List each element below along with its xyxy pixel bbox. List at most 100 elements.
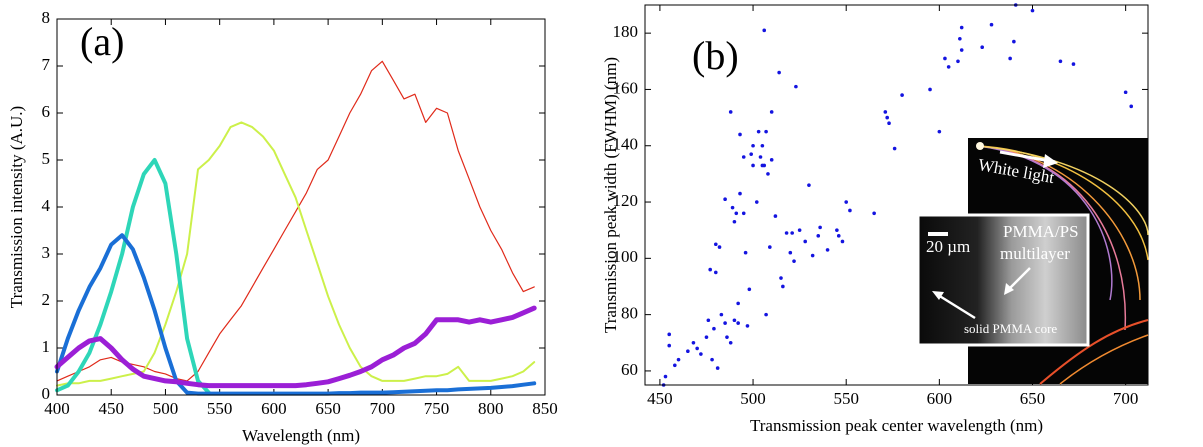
point — [872, 211, 876, 216]
x-tick-label: 600 — [261, 399, 287, 418]
x-tick-label: 700 — [1113, 389, 1139, 408]
point — [1008, 56, 1012, 61]
point — [736, 301, 740, 306]
point — [756, 129, 761, 134]
y-tick-label: 2 — [42, 290, 51, 309]
point — [885, 115, 889, 120]
y-axis-label: Transmission peak width (FWHM) (nm) — [601, 57, 620, 333]
point — [713, 270, 718, 275]
point — [779, 276, 783, 280]
x-tick-label: 700 — [370, 399, 396, 418]
x-tick-label: 800 — [478, 399, 504, 418]
plot-frame — [56, 18, 546, 396]
point — [710, 357, 714, 362]
point — [751, 163, 755, 168]
plots: 400 450 500 550 600 650 700 750 800 850 0 1 2 3 4 5 6 7 8 W… — [7, 3, 1149, 445]
y-tick-label: 180 — [613, 22, 639, 41]
point — [667, 343, 672, 348]
point — [751, 143, 755, 148]
point — [713, 242, 718, 247]
point — [1071, 62, 1076, 66]
point — [848, 208, 852, 213]
point — [723, 197, 727, 202]
point — [764, 312, 768, 317]
point — [989, 22, 994, 27]
point — [738, 132, 742, 137]
point — [1012, 39, 1016, 44]
point — [784, 231, 789, 235]
inset-label: multilayer — [1000, 244, 1070, 263]
point — [803, 239, 808, 244]
point — [768, 245, 772, 249]
inset-photo — [916, 138, 1149, 385]
x-tick-label: 450 — [98, 399, 124, 418]
y-tick-label: 80 — [621, 304, 638, 323]
x-tick-label: 500 — [153, 399, 179, 418]
y-tick-label: 100 — [613, 247, 639, 266]
line-series — [56, 60, 535, 382]
x-tick-label: 400 — [44, 399, 70, 418]
point — [719, 312, 724, 317]
point — [946, 65, 951, 69]
point — [980, 45, 984, 50]
point — [695, 346, 699, 351]
point — [816, 234, 821, 238]
point — [734, 211, 739, 216]
point — [745, 324, 750, 328]
point — [732, 219, 737, 224]
point — [754, 200, 759, 204]
point — [712, 326, 716, 331]
x-tick-label: 500 — [740, 389, 766, 408]
x-tick-label: 450 — [647, 389, 673, 408]
point — [937, 129, 942, 134]
point — [676, 357, 681, 362]
point — [807, 183, 811, 187]
point — [781, 284, 785, 289]
point — [749, 152, 753, 156]
y-axis-label: Transmission intensity (A.U.) — [7, 106, 26, 308]
point — [673, 363, 677, 368]
point — [794, 84, 798, 89]
y-tick-label: 4 — [42, 196, 51, 215]
point — [773, 214, 778, 218]
point — [728, 110, 733, 114]
point — [736, 321, 740, 325]
point — [900, 93, 904, 97]
point — [725, 335, 729, 339]
point — [818, 225, 822, 230]
inset-label: 20 µm — [926, 237, 970, 256]
y-tick-label: 8 — [42, 8, 51, 27]
y-tick-label: 0 — [42, 384, 51, 403]
point — [730, 205, 735, 210]
plot: 450 500 550 600 650 700 60 80 100 120 140 160 180 Tra… — [601, 3, 1149, 435]
point — [758, 155, 763, 159]
point — [699, 352, 703, 356]
y-tick-label: 1 — [42, 337, 51, 356]
x-tick-label: 750 — [424, 399, 450, 418]
point — [762, 28, 767, 33]
point — [777, 70, 781, 75]
point — [959, 25, 964, 30]
point — [887, 121, 891, 126]
x-axis-label: Wavelength (nm) — [242, 426, 360, 445]
plot: 400 450 500 550 600 650 700 750 800 850 0 1 2 3 4 5 6 7 8 W… — [7, 8, 558, 445]
y-tick-label: 7 — [42, 55, 51, 74]
point — [892, 146, 897, 151]
point — [835, 228, 839, 232]
point — [732, 318, 737, 323]
point — [715, 366, 720, 370]
panel-label: (b) — [692, 33, 739, 78]
y-tick-label: 6 — [42, 102, 51, 121]
point — [959, 48, 964, 52]
x-tick-label: 650 — [315, 399, 341, 418]
point — [792, 259, 796, 263]
y-tick-label: 60 — [621, 360, 638, 379]
point — [956, 59, 960, 64]
inset-label: solid PMMA core — [964, 321, 1057, 336]
point — [825, 248, 830, 252]
point — [1030, 8, 1035, 13]
point — [743, 250, 748, 255]
point — [741, 211, 746, 216]
y-tick-label: 5 — [42, 149, 51, 168]
